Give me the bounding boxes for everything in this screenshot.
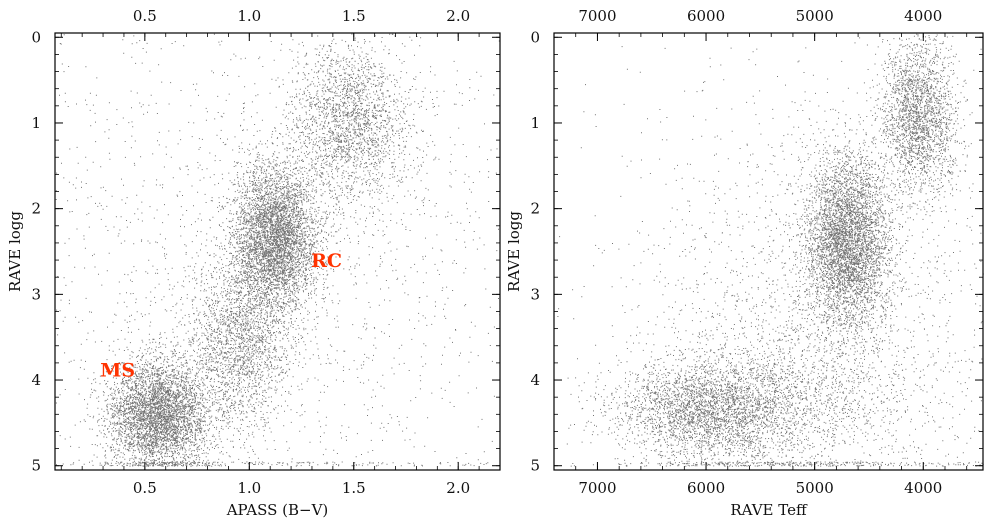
x-tick-label-bottom: 1.0 bbox=[237, 479, 261, 497]
y-tick-label: 1 bbox=[530, 114, 540, 132]
right-panel-teff-vs-logg: 7000 7000 6000 6000 5000 5000 4000 4000 0 1 2 3 4 5 RA… bbox=[505, 7, 984, 519]
scatter-dots bbox=[55, 33, 501, 467]
x-tick-label-top: 2.0 bbox=[446, 7, 470, 25]
y-tick-label: 2 bbox=[530, 200, 540, 218]
x-tick-label-top: 1.5 bbox=[342, 7, 366, 25]
x-tick-label-bottom: 6000 bbox=[687, 479, 725, 497]
y-tick-label: 3 bbox=[530, 285, 540, 303]
plot-frame bbox=[553, 32, 984, 471]
x-tick-label-bottom: 4000 bbox=[904, 479, 942, 497]
y-tick-label: 5 bbox=[31, 457, 41, 475]
left-panel-bv-vs-logg: 0.5 0.5 1.0 1.0 1.5 1.5 2.0 2.0 0 1 2 3 4 5 APASS (B−V… bbox=[6, 7, 501, 519]
scatter-points bbox=[557, 33, 984, 467]
y-axis-title: RAVE logg bbox=[505, 211, 523, 292]
y-axis-title: RAVE logg bbox=[6, 211, 24, 292]
x-tick-label-top: 1.0 bbox=[237, 7, 261, 25]
annotation-rc: RC bbox=[311, 250, 342, 272]
y-tick-label: 0 bbox=[31, 28, 41, 46]
x-tick-label-top: 6000 bbox=[687, 7, 725, 25]
x-tick-label-top: 5000 bbox=[796, 7, 834, 25]
x-tick-label-bottom: 0.5 bbox=[133, 479, 157, 497]
y-tick-label: 5 bbox=[530, 457, 540, 475]
y-tick-label: 4 bbox=[31, 371, 41, 389]
plot-frame bbox=[54, 32, 501, 471]
x-tick-label-bottom: 5000 bbox=[796, 479, 834, 497]
x-axis-title: RAVE Teff bbox=[730, 501, 808, 519]
y-tick-label: 1 bbox=[31, 114, 41, 132]
y-tick-label: 4 bbox=[530, 371, 540, 389]
scatter-dots bbox=[557, 33, 984, 467]
y-tick-label: 0 bbox=[530, 28, 540, 46]
x-tick-label-bottom: 1.5 bbox=[342, 479, 366, 497]
y-tick-label: 2 bbox=[31, 200, 41, 218]
y-tick-label: 3 bbox=[31, 285, 41, 303]
x-tick-label-top: 0.5 bbox=[133, 7, 157, 25]
scatter-points bbox=[55, 33, 501, 467]
x-axis-title: APASS (B−V) bbox=[226, 501, 329, 519]
x-tick-label-bottom: 2.0 bbox=[446, 479, 470, 497]
x-tick-label-bottom: 7000 bbox=[578, 479, 616, 497]
annotation-ms: MS bbox=[100, 360, 135, 382]
x-tick-label-top: 7000 bbox=[578, 7, 616, 25]
x-tick-label-top: 4000 bbox=[904, 7, 942, 25]
